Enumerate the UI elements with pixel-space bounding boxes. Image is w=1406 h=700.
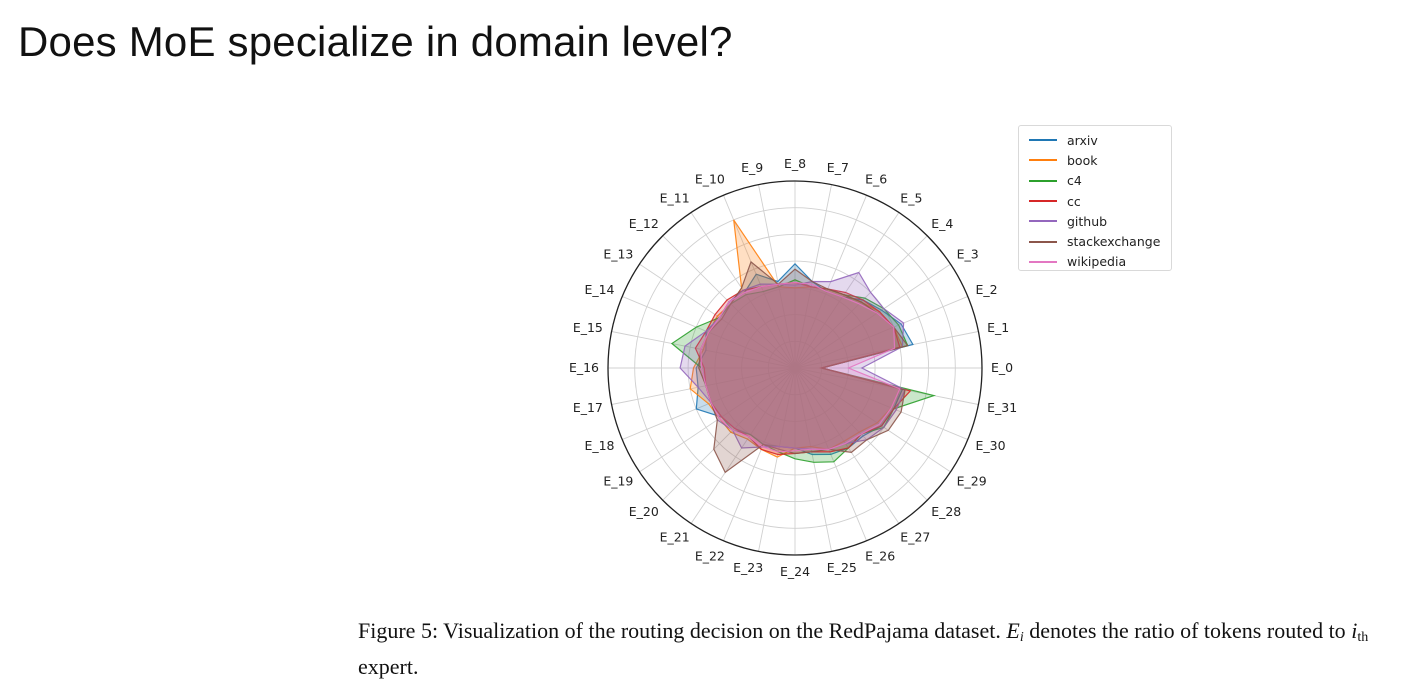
caption-ith-letter: i bbox=[1351, 618, 1358, 643]
radar-axis-label: E_17 bbox=[573, 400, 603, 415]
radar-axis-label: E_25 bbox=[827, 560, 857, 575]
radar-spoke bbox=[794, 367, 951, 473]
legend-item: book bbox=[1025, 150, 1171, 170]
radar-axis-label: E_27 bbox=[900, 530, 930, 545]
radar-axis-label: E_8 bbox=[784, 156, 806, 171]
figure-caption: Figure 5: Visualization of the routing d… bbox=[358, 616, 1398, 681]
radar-axis-label: E_11 bbox=[660, 190, 690, 205]
radar-spoke bbox=[794, 367, 968, 441]
radar-axis-label: E_22 bbox=[695, 549, 725, 564]
radar-spoke bbox=[758, 367, 796, 552]
radar-spoke bbox=[794, 263, 951, 369]
radar-spoke bbox=[794, 212, 900, 369]
legend-item: wikipedia bbox=[1025, 252, 1171, 272]
radar-spoke bbox=[722, 367, 796, 541]
slide-title: Does MoE specialize in domain level? bbox=[18, 18, 733, 65]
radar-spoke bbox=[758, 184, 796, 369]
radar-axis-labels: E_0E_1E_2E_3E_4E_5E_6E_7E_8E_9E_10E_11E_… bbox=[569, 156, 1017, 579]
legend-swatch bbox=[1029, 179, 1057, 182]
caption-mid: denotes the ratio of tokens routed to bbox=[1029, 618, 1346, 643]
radar-axis-label: E_23 bbox=[733, 560, 763, 575]
legend-label: cc bbox=[1067, 193, 1081, 209]
radar-axis-label: E_29 bbox=[957, 473, 987, 488]
radar-series-stackexchange bbox=[698, 260, 909, 474]
radar-chart: E_0E_1E_2E_3E_4E_5E_6E_7E_8E_9E_10E_11E_… bbox=[569, 156, 1017, 579]
caption-prefix: Figure 5: Visualization of the routing d… bbox=[358, 618, 1001, 643]
radar-axis-label: E_12 bbox=[629, 216, 659, 231]
radar-axis-label: E_2 bbox=[976, 282, 998, 297]
legend-swatch bbox=[1029, 200, 1057, 203]
caption-ith-sub: th bbox=[1357, 630, 1369, 645]
radar-spoke bbox=[662, 367, 796, 501]
radar-spoke bbox=[794, 184, 832, 369]
radar-axis-label: E_5 bbox=[900, 190, 922, 205]
legend-item: github bbox=[1025, 211, 1171, 231]
radar-axis-label: E_0 bbox=[991, 360, 1013, 375]
radar-spoke bbox=[794, 367, 900, 524]
radar-spoke bbox=[794, 367, 832, 552]
legend-label: github bbox=[1067, 213, 1108, 229]
caption-var-letter: E bbox=[1006, 618, 1020, 643]
radar-axis-label: E_9 bbox=[741, 160, 763, 175]
radar-spoke bbox=[794, 295, 968, 369]
radar-axis-label: E_6 bbox=[865, 172, 887, 187]
radar-axis-label: E_3 bbox=[957, 247, 979, 262]
radar-axis-label: E_20 bbox=[629, 504, 659, 519]
legend-label: book bbox=[1067, 152, 1098, 168]
radar-spoke bbox=[690, 367, 796, 524]
legend-swatch bbox=[1029, 139, 1057, 142]
caption-suffix: expert. bbox=[358, 654, 419, 679]
radar-frame bbox=[607, 180, 983, 556]
legend-swatch bbox=[1029, 159, 1057, 162]
radar-axis-label: E_30 bbox=[976, 438, 1006, 453]
legend-swatch bbox=[1029, 220, 1057, 223]
chart-legend: arxiv book c4 cc github stackexchange wikipedi… bbox=[1018, 125, 1172, 271]
radar-axis-label: E_31 bbox=[987, 400, 1017, 415]
radar-spoke bbox=[722, 195, 796, 369]
radar-axis-label: E_18 bbox=[584, 438, 614, 453]
radar-series-areas bbox=[670, 219, 937, 474]
radar-axis-label: E_24 bbox=[780, 564, 810, 579]
radar-axis-label: E_19 bbox=[603, 473, 633, 488]
legend-label: stackexchange bbox=[1067, 234, 1161, 250]
radar-axis-label: E_26 bbox=[865, 549, 895, 564]
radar-axis-label: E_10 bbox=[695, 172, 725, 187]
radar-spoke bbox=[794, 331, 979, 369]
legend-label: arxiv bbox=[1067, 132, 1098, 148]
radar-spoke bbox=[794, 367, 979, 405]
radar-series-wikipedia bbox=[700, 281, 901, 453]
legend-item: c4 bbox=[1025, 171, 1171, 191]
legend-swatch bbox=[1029, 240, 1057, 243]
legend-label: wikipedia bbox=[1067, 254, 1127, 270]
radar-axis-label: E_28 bbox=[931, 504, 961, 519]
radar-axis-label: E_13 bbox=[603, 247, 633, 262]
legend-swatch bbox=[1029, 260, 1057, 263]
legend-item: arxiv bbox=[1025, 130, 1171, 150]
radar-axis-label: E_4 bbox=[931, 216, 953, 231]
radar-axis-label: E_1 bbox=[987, 320, 1009, 335]
radar-axis-label: E_7 bbox=[827, 160, 849, 175]
radar-axis-label: E_15 bbox=[573, 320, 603, 335]
caption-var-sub: i bbox=[1019, 630, 1024, 645]
legend-label: c4 bbox=[1067, 173, 1082, 189]
legend-item: cc bbox=[1025, 191, 1171, 211]
radar-axis-label: E_16 bbox=[569, 360, 599, 375]
legend-item: stackexchange bbox=[1025, 231, 1171, 251]
radar-series-cc bbox=[694, 281, 912, 456]
radar-spoke bbox=[611, 367, 796, 405]
radar-axis-label: E_21 bbox=[660, 530, 690, 545]
radar-axis-label: E_14 bbox=[584, 282, 614, 297]
